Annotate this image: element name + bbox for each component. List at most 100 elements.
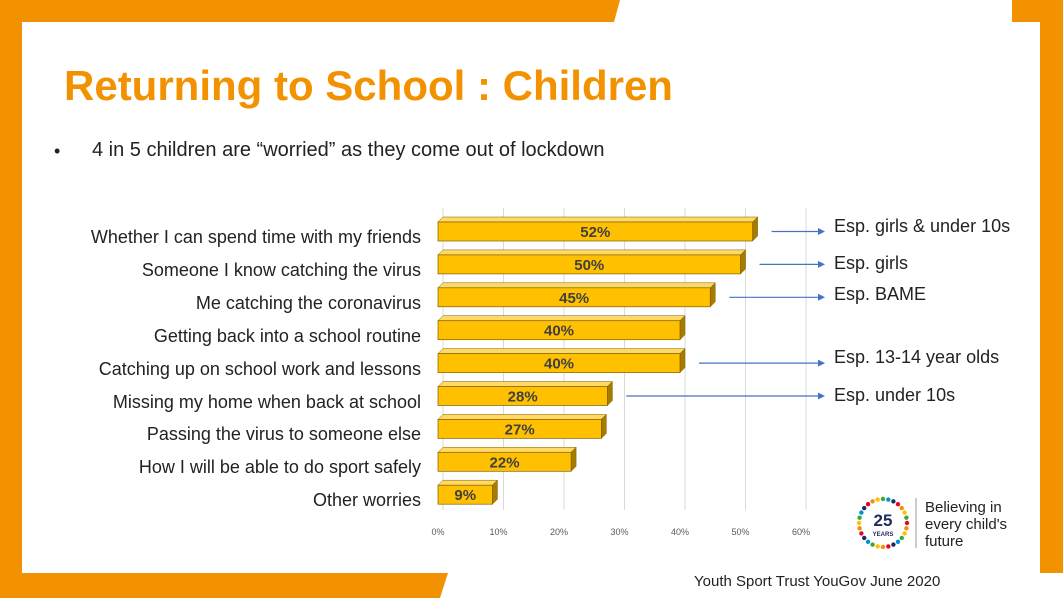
logo-word: YEARS bbox=[873, 532, 894, 538]
logo-dot bbox=[891, 542, 896, 547]
bar-front-face bbox=[437, 287, 711, 308]
logo-dot bbox=[904, 515, 909, 520]
callout-arrow-head bbox=[818, 293, 825, 301]
source-note: Youth Sport Trust YouGov June 2020 bbox=[694, 573, 941, 590]
bar bbox=[437, 413, 607, 440]
x-tick-label: 20% bbox=[550, 527, 568, 537]
logo-dot bbox=[904, 520, 910, 526]
slide-title: Returning to School : Children bbox=[64, 62, 673, 109]
bar-data-label: 22% bbox=[490, 454, 520, 471]
bar-data-label: 52% bbox=[580, 224, 610, 241]
callout-arrow-head bbox=[818, 359, 825, 367]
category-label: Other worries bbox=[312, 490, 421, 511]
yst-25-years-logo: 25 YEARS bbox=[856, 496, 917, 550]
bar bbox=[437, 347, 686, 374]
bar-data-label: 27% bbox=[505, 421, 535, 438]
logo-dot bbox=[857, 526, 862, 531]
callout-label: Esp. BAME bbox=[834, 284, 927, 304]
logo-dot bbox=[904, 526, 909, 531]
logo-dot bbox=[899, 505, 904, 511]
bar bbox=[437, 479, 499, 505]
bar-front-face bbox=[437, 419, 602, 439]
logo-dot bbox=[870, 542, 875, 547]
callout-label: Esp. 13-14 year olds bbox=[834, 347, 1000, 367]
bar-data-label: 40% bbox=[544, 323, 574, 340]
logo-tagline-line: Believing in bbox=[925, 499, 1002, 516]
callout-label: Esp. girls & under 10s bbox=[834, 216, 1011, 236]
logo-tagline-line: every child's bbox=[925, 516, 1008, 533]
bar bbox=[437, 446, 577, 472]
bar-top-face bbox=[437, 315, 686, 321]
logo-dot bbox=[870, 499, 875, 504]
bar-top-face bbox=[437, 249, 747, 256]
logo-dot bbox=[886, 497, 891, 502]
bar-top-face bbox=[437, 348, 686, 354]
logo-dot bbox=[902, 531, 907, 536]
logo-dot bbox=[880, 544, 886, 550]
bar bbox=[437, 249, 747, 275]
logo-dot bbox=[862, 535, 867, 541]
x-tick-label: 50% bbox=[731, 527, 749, 537]
bar bbox=[437, 216, 759, 242]
logo-dot bbox=[886, 544, 891, 549]
bar-data-label: 50% bbox=[574, 257, 604, 274]
callout-arrow-head bbox=[818, 392, 825, 400]
logo-dot bbox=[862, 505, 867, 511]
logo-dot bbox=[859, 531, 864, 536]
bar-front-face bbox=[437, 320, 681, 341]
bar-front-face bbox=[437, 221, 753, 242]
logo-dot bbox=[902, 510, 907, 515]
callout-arrow-head bbox=[818, 260, 825, 268]
logo-dot bbox=[899, 535, 904, 541]
logo-dot bbox=[859, 510, 864, 515]
callout-arrow-head bbox=[818, 228, 825, 235]
bar-data-label: 45% bbox=[559, 290, 589, 307]
x-tick-label: 10% bbox=[489, 527, 507, 537]
bar-top-face bbox=[437, 282, 716, 289]
logo-dot bbox=[895, 502, 901, 507]
category-label: Me catching the coronavirus bbox=[195, 292, 421, 313]
logo-dot bbox=[875, 497, 880, 502]
logo-dot bbox=[895, 539, 901, 544]
bar-front-face bbox=[437, 451, 572, 472]
callout-label: Esp. under 10s bbox=[834, 385, 956, 405]
bar-data-label: 9% bbox=[454, 487, 476, 504]
category-label: Getting back into a school routine bbox=[153, 325, 421, 346]
logo-number: 25 bbox=[874, 511, 893, 530]
category-label: Missing my home when back at school bbox=[112, 391, 421, 412]
x-tick-label: 30% bbox=[610, 527, 628, 537]
bar-top-face bbox=[437, 447, 577, 453]
logo-dot bbox=[857, 515, 862, 520]
bullet-text: 4 in 5 children are “worried” as they co… bbox=[92, 139, 605, 161]
bar bbox=[437, 282, 716, 308]
bar-data-label: 28% bbox=[508, 389, 538, 406]
bar-front-face bbox=[437, 386, 608, 406]
x-tick-label: 0% bbox=[431, 527, 444, 537]
bar-data-label: 40% bbox=[544, 356, 574, 373]
logo-dot bbox=[856, 520, 862, 526]
x-tick-label: 40% bbox=[671, 527, 689, 537]
frame-footer-cutout bbox=[440, 573, 1063, 598]
logo-dot bbox=[865, 539, 871, 544]
bar bbox=[437, 380, 614, 407]
category-label: Catching up on school work and lessons bbox=[98, 358, 421, 379]
bar-top-face bbox=[437, 381, 614, 387]
bar bbox=[437, 315, 686, 341]
logo-dot bbox=[891, 499, 896, 504]
bar-front-face bbox=[437, 353, 681, 373]
category-label: Someone I know catching the virus bbox=[141, 259, 421, 280]
bar-front-face bbox=[437, 484, 493, 505]
callout-label: Esp. girls bbox=[834, 253, 909, 273]
logo-dot-ring bbox=[856, 496, 910, 550]
logo-tagline: Believing in every child's future bbox=[925, 499, 1007, 550]
logo-dot bbox=[875, 544, 880, 549]
bullet-marker: • bbox=[54, 141, 61, 161]
logo-dot bbox=[865, 502, 871, 507]
category-label: Passing the virus to someone else bbox=[146, 424, 421, 445]
category-label: How I will be able to do sport safely bbox=[138, 457, 421, 478]
bar-front-face bbox=[437, 254, 741, 275]
x-tick-label: 60% bbox=[792, 527, 810, 537]
category-label: Whether I can spend time with my friends bbox=[90, 227, 421, 247]
logo-dot bbox=[880, 496, 886, 502]
